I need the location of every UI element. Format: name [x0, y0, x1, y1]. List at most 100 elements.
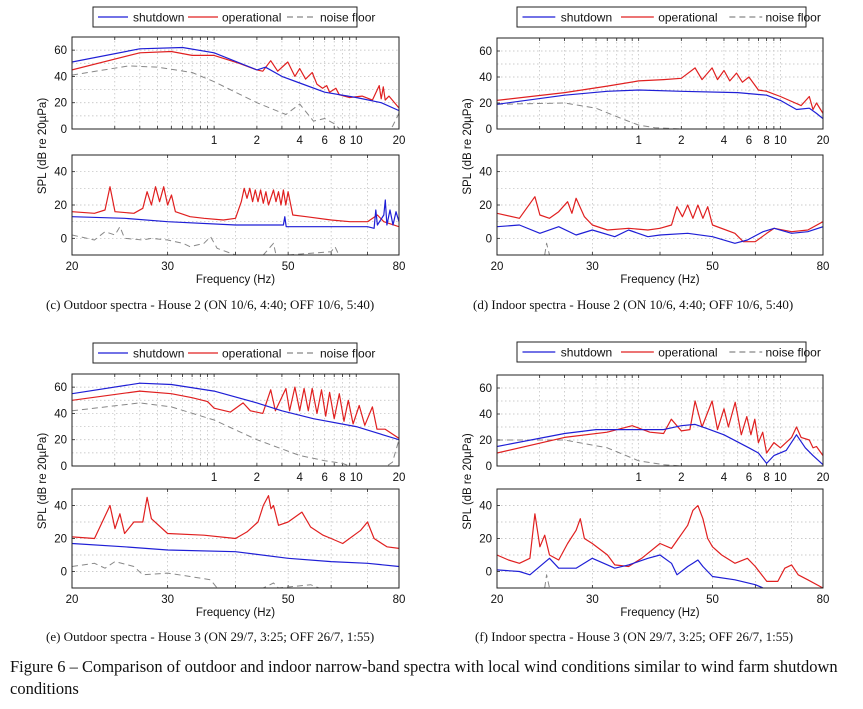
y-axis-label: SPL (dB re 20µPa)	[462, 98, 474, 194]
x-tick-label: 2	[254, 472, 260, 484]
caption-c: (c) Outdoor spectra - House 2 (ON 10/6, …	[46, 297, 375, 312]
legend-box	[92, 342, 358, 364]
y-tick-label: 60	[54, 382, 67, 394]
series-line-shutdown	[497, 224, 823, 244]
y-tick-label: 40	[479, 72, 492, 84]
series-line-shutdown	[72, 542, 399, 568]
figure-caption: Figure 6 – Comparison of outdoor and ind…	[10, 657, 838, 698]
y-tick-label: 0	[61, 461, 67, 473]
series-line-operational	[497, 400, 823, 456]
y-tick-label: 0	[486, 124, 492, 136]
x-tick-label: 30	[586, 261, 599, 273]
y-tick-label: 20	[54, 534, 67, 546]
series-line-noise	[497, 102, 682, 129]
x-tick-label: 80	[817, 594, 830, 606]
series-line-shutdown	[497, 554, 764, 588]
x-tick-label: 2	[678, 135, 684, 147]
x-tick-label: 30	[161, 594, 174, 606]
y-tick-label: 40	[54, 408, 67, 420]
x-tick-label: 20	[393, 472, 406, 484]
legend-box	[516, 6, 807, 28]
y-tick-label: 20	[479, 200, 492, 212]
series-line-operational	[497, 67, 823, 114]
x-tick-label: 20	[491, 594, 504, 606]
legend-label-shutdown: shutdown	[133, 11, 184, 25]
plot-area	[72, 37, 399, 129]
legend-label-shutdown: shutdown	[561, 346, 612, 360]
x-tick-label: 8	[763, 135, 769, 147]
legend: shutdown operational noise floor	[92, 342, 375, 364]
y-tick-label: 60	[479, 383, 492, 395]
top-subplot: 0 20 40 60 1 2 4 6 8 10 20	[54, 36, 406, 147]
x-tick-label: 4	[296, 472, 303, 484]
axes-frame	[71, 36, 400, 130]
y-tick-label: 60	[479, 46, 492, 58]
series-line-noise	[497, 439, 682, 466]
legend-label-shutdown: shutdown	[561, 11, 612, 25]
series-line-operational	[72, 495, 399, 549]
x-tick-label: 6	[321, 135, 327, 147]
y-tick-label: 20	[479, 435, 492, 447]
y-tick-label: 40	[479, 501, 492, 513]
y-axis-label: SPL (dB re 20µPa)	[462, 433, 474, 529]
panel-e: shutdown operational noise floor 0 20 40 60 1 2 4…	[37, 342, 406, 619]
series-line-noise	[72, 402, 399, 466]
x-tick-label: 50	[706, 261, 719, 273]
series-line-shutdown	[497, 423, 823, 466]
x-tick-label: 20	[817, 135, 830, 147]
series-line-noise	[72, 561, 399, 588]
legend-label-operational: operational	[222, 347, 281, 361]
legend: shutdown operational noise floor	[516, 6, 821, 28]
caption-f: (f) Indoor spectra - House 3 (ON 29/7, 3…	[475, 629, 794, 644]
x-tick-label: 80	[393, 261, 406, 273]
x-tick-label: 10	[774, 135, 787, 147]
x-axis-label: Frequency (Hz)	[196, 274, 275, 286]
legend-label-noise: noise floor	[765, 346, 820, 360]
x-tick-label: 8	[339, 472, 345, 484]
series-line-shutdown	[72, 199, 399, 229]
series-line-noise	[72, 65, 399, 129]
series-line-operational	[72, 386, 399, 439]
caption-e: (e) Outdoor spectra - House 3 (ON 29/7, …	[46, 629, 375, 644]
x-tick-label: 4	[721, 135, 728, 147]
legend: shutdown operational noise floor	[516, 341, 821, 363]
caption-d: (d) Indoor spectra - House 2 (ON 10/6, 4…	[473, 297, 794, 312]
bottom-subplot: 0 20 40 20 30 50 80	[479, 154, 829, 273]
x-tick-label: 50	[282, 261, 295, 273]
y-tick-label: 40	[54, 501, 67, 513]
top-subplot: 0 20 40 60 1 2 4 6 8 10 20	[479, 37, 830, 147]
legend-label-operational: operational	[222, 11, 281, 25]
legend: shutdown operational noise floor	[92, 6, 375, 28]
legend-label-noise: noise floor	[320, 347, 375, 361]
x-tick-label: 4	[296, 135, 303, 147]
x-axis-label: Frequency (Hz)	[196, 607, 275, 619]
axes-frame	[496, 37, 824, 130]
x-tick-label: 2	[678, 472, 684, 484]
legend-label-operational: operational	[658, 11, 717, 25]
y-tick-label: 60	[54, 45, 67, 57]
x-tick-label: 1	[211, 472, 217, 484]
x-tick-label: 10	[350, 472, 363, 484]
top-subplot: 0 20 40 60 1 2 4 6 8 10 20	[479, 374, 829, 484]
legend-box	[92, 6, 358, 28]
x-tick-label: 6	[746, 472, 752, 484]
y-tick-label: 0	[61, 233, 67, 245]
x-tick-label: 20	[393, 135, 406, 147]
series-line-shutdown	[497, 89, 823, 120]
x-tick-label: 20	[491, 261, 504, 273]
series-line-operational	[72, 186, 399, 228]
legend-label-operational: operational	[658, 346, 717, 360]
x-tick-label: 2	[254, 135, 260, 147]
y-tick-label: 20	[54, 435, 67, 447]
y-tick-label: 40	[479, 409, 492, 421]
series-line-noise	[544, 574, 550, 588]
series-line-operational	[72, 50, 399, 109]
legend-label-shutdown: shutdown	[133, 347, 184, 361]
x-tick-label: 10	[774, 472, 787, 484]
x-axis-label: Frequency (Hz)	[620, 607, 699, 619]
y-tick-label: 20	[479, 534, 492, 546]
y-tick-label: 20	[479, 98, 492, 110]
y-tick-label: 0	[486, 567, 492, 579]
y-tick-label: 0	[61, 124, 67, 136]
x-tick-label: 20	[66, 261, 79, 273]
